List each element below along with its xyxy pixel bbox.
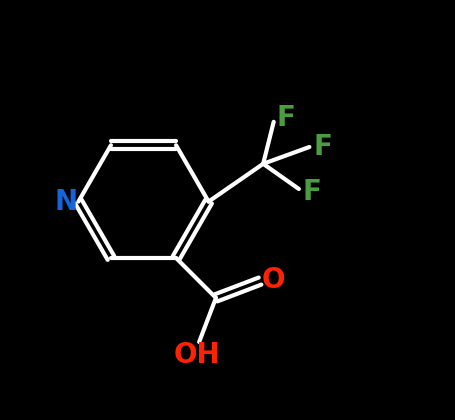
Text: F: F	[277, 104, 296, 131]
Text: O: O	[262, 266, 285, 294]
Text: F: F	[302, 178, 321, 206]
Text: OH: OH	[174, 341, 220, 370]
Text: N: N	[54, 188, 77, 215]
Text: F: F	[313, 133, 332, 161]
